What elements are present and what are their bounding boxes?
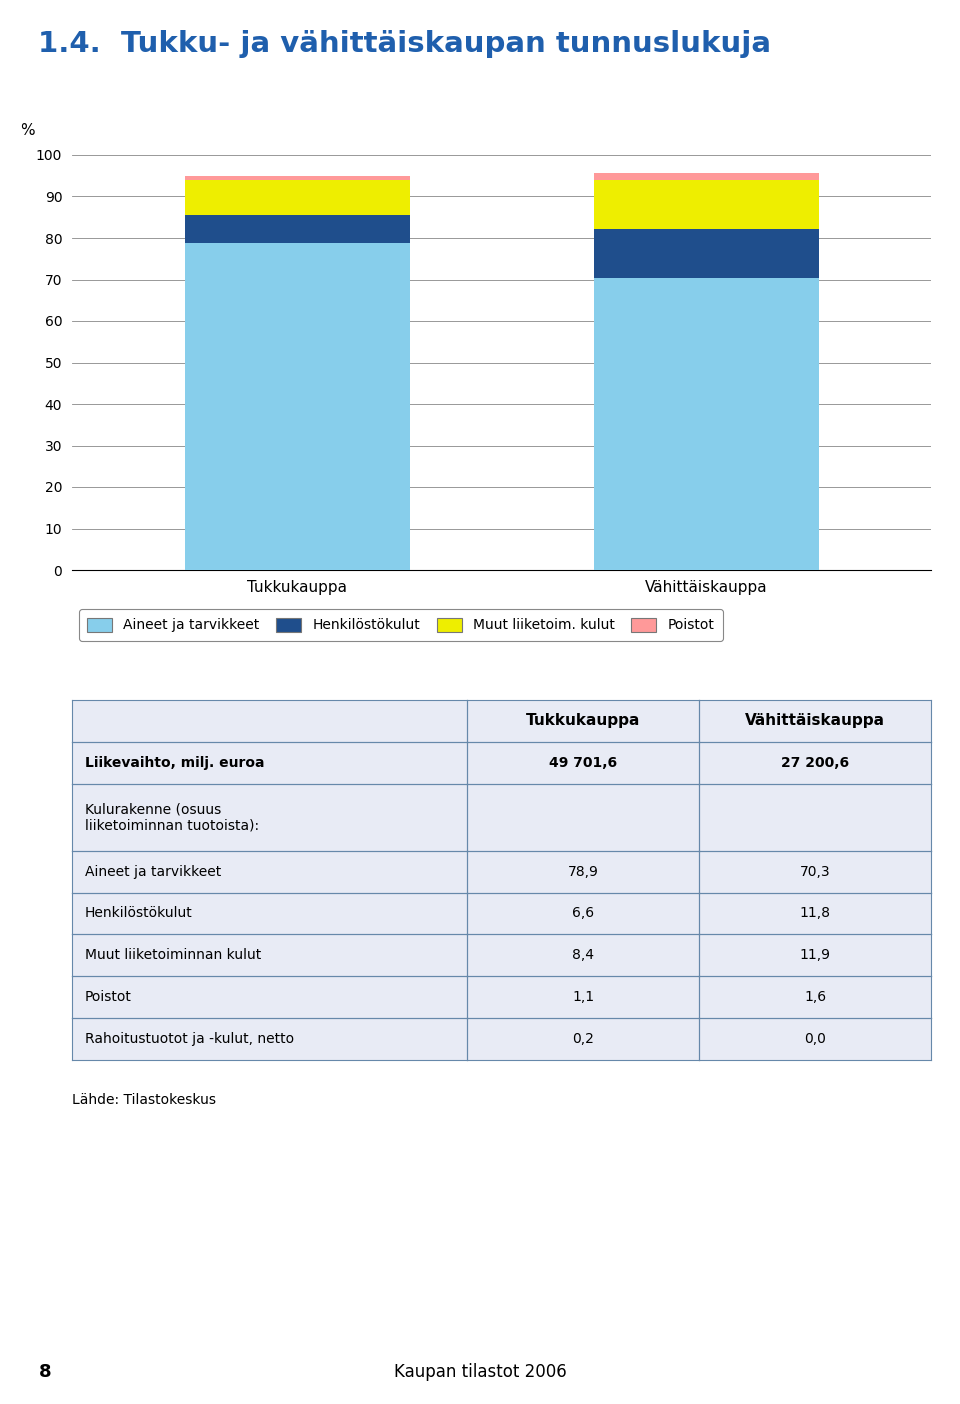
Bar xyxy=(699,976,931,1018)
Text: Kulurakenne (osuus
liiketoiminnan tuotoista):: Kulurakenne (osuus liiketoiminnan tuotoi… xyxy=(84,802,259,833)
Text: 49 701,6: 49 701,6 xyxy=(549,755,617,769)
Bar xyxy=(72,741,468,783)
Bar xyxy=(593,173,819,180)
Bar xyxy=(699,701,931,741)
Text: 0,2: 0,2 xyxy=(572,1032,594,1046)
Bar xyxy=(468,851,699,893)
Text: Poistot: Poistot xyxy=(84,990,132,1004)
Text: Tukkukauppa: Tukkukauppa xyxy=(526,713,640,729)
Bar xyxy=(184,243,410,570)
Bar xyxy=(468,935,699,976)
Text: %: % xyxy=(20,124,36,139)
Bar xyxy=(468,701,699,741)
Text: 1,6: 1,6 xyxy=(804,990,827,1004)
Text: 8: 8 xyxy=(38,1363,51,1382)
Text: Vähittäiskauppa: Vähittäiskauppa xyxy=(745,713,885,729)
Text: Liikevaihto, milj. euroa: Liikevaihto, milj. euroa xyxy=(84,755,264,769)
Bar xyxy=(72,935,468,976)
Bar xyxy=(593,278,819,570)
Bar xyxy=(699,741,931,783)
Bar xyxy=(699,783,931,851)
Text: Lähde: Tilastokeskus: Lähde: Tilastokeskus xyxy=(72,1092,216,1106)
Bar xyxy=(72,976,468,1018)
Bar xyxy=(593,229,819,278)
Legend: Aineet ja tarvikkeet, Henkilöstökulut, Muut liiketoim. kulut, Poistot: Aineet ja tarvikkeet, Henkilöstökulut, M… xyxy=(79,609,723,640)
Text: 27 200,6: 27 200,6 xyxy=(781,755,850,769)
Text: 0,0: 0,0 xyxy=(804,1032,827,1046)
Bar xyxy=(593,180,819,229)
Text: Aineet ja tarvikkeet: Aineet ja tarvikkeet xyxy=(84,865,221,879)
Bar xyxy=(72,1018,468,1060)
Text: 8,4: 8,4 xyxy=(572,948,594,962)
Bar xyxy=(699,851,931,893)
Bar xyxy=(184,215,410,243)
Text: 1.4.  Tukku- ja vähittäiskaupan tunnuslukuja: 1.4. Tukku- ja vähittäiskaupan tunnusluk… xyxy=(38,29,772,58)
Bar xyxy=(468,741,699,783)
Text: 70,3: 70,3 xyxy=(800,865,830,879)
Bar xyxy=(468,976,699,1018)
Bar xyxy=(72,701,468,741)
Text: 6,6: 6,6 xyxy=(572,907,594,921)
Text: 78,9: 78,9 xyxy=(567,865,599,879)
Bar xyxy=(72,893,468,935)
Text: 1,1: 1,1 xyxy=(572,990,594,1004)
Bar xyxy=(699,935,931,976)
Bar xyxy=(184,180,410,215)
Bar xyxy=(699,893,931,935)
Bar xyxy=(699,1018,931,1060)
Bar xyxy=(468,783,699,851)
Bar xyxy=(184,176,410,180)
Text: Henkilöstökulut: Henkilöstökulut xyxy=(84,907,193,921)
Bar xyxy=(468,893,699,935)
Text: 11,9: 11,9 xyxy=(800,948,830,962)
Text: Rahoitustuotot ja -kulut, netto: Rahoitustuotot ja -kulut, netto xyxy=(84,1032,294,1046)
Text: Kaupan tilastot 2006: Kaupan tilastot 2006 xyxy=(394,1363,566,1382)
Text: 11,8: 11,8 xyxy=(800,907,830,921)
Bar xyxy=(72,783,468,851)
Text: Muut liiketoiminnan kulut: Muut liiketoiminnan kulut xyxy=(84,948,261,962)
Bar xyxy=(468,1018,699,1060)
Bar xyxy=(72,851,468,893)
